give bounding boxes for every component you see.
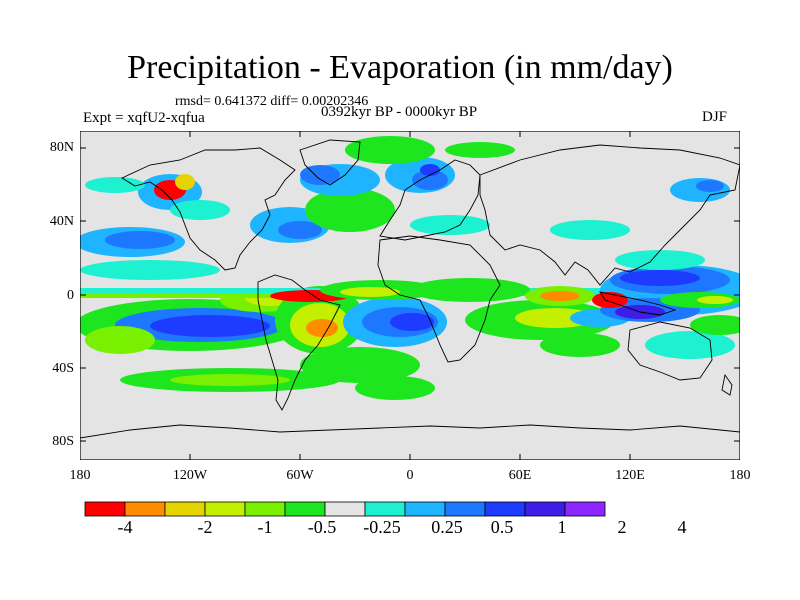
colorbar-label: 2: [617, 517, 627, 537]
y-tick-label: 40S: [52, 361, 74, 376]
colorbar-label: 4: [677, 517, 687, 537]
colorbar-box: [444, 501, 486, 517]
colorbar-box: [204, 501, 246, 517]
coastline-north-america: [121, 147, 296, 271]
colorbar-label: -2: [197, 517, 213, 537]
coastline-australia: [627, 321, 713, 381]
y-tick-label: 80S: [52, 434, 74, 449]
x-tick-label: 120W: [172, 468, 208, 483]
x-tick-label: 120E: [615, 468, 645, 483]
northern-storm-track-field: [80, 136, 730, 280]
map-panel: [80, 131, 740, 460]
colorbar-box: [284, 501, 326, 517]
coastline-maritime-continent: [599, 291, 677, 316]
colorbar-label: 1: [557, 517, 567, 537]
x-tick-label: 60E: [508, 468, 532, 483]
colorbar-label: -0.25: [363, 517, 401, 537]
colorbar-label: -4: [117, 517, 133, 537]
coastline-new-zealand: [721, 373, 733, 396]
x-tick-label: 60W: [286, 468, 314, 483]
season-label: DJF: [702, 109, 728, 125]
coastline-greenland: [299, 139, 361, 186]
colorbar-box: [324, 501, 366, 517]
plot-title: Precipitation - Evaporation (in mm/day): [127, 49, 673, 86]
colorbar-box: [84, 501, 126, 517]
colorbar-label: 0.25: [431, 517, 463, 537]
colorbar-label: -0.5: [307, 517, 337, 537]
period-label: 0392kyr BP - 0000kyr BP: [321, 104, 478, 120]
colorbar-box: [524, 501, 566, 517]
coastline-antarctica: [80, 424, 740, 439]
rmsd-diff-stats: rmsd= 0.641372 diff= 0.00202346: [175, 94, 369, 109]
colorbar-box: [164, 501, 206, 517]
colorbar-label: -1: [257, 517, 273, 537]
y-tick-label: 40N: [49, 214, 74, 229]
x-tick-label: 0: [406, 468, 414, 483]
coastline-asia: [479, 144, 740, 286]
colorbar-box: [484, 501, 526, 517]
colorbar: [84, 501, 606, 517]
coastline-africa: [377, 235, 501, 363]
coastline-europe: [379, 159, 481, 241]
experiment-label: Expt = xqfU2-xqfua: [83, 110, 205, 126]
colorbar-box: [564, 501, 606, 517]
colorbar-label: 0.5: [490, 517, 514, 537]
colorbar-box: [404, 501, 446, 517]
axis-ticks: [80, 131, 740, 460]
x-tick-label: 180: [729, 468, 751, 483]
colorbar-box: [124, 501, 166, 517]
coastlines: [80, 139, 740, 439]
colorbar-box: [364, 501, 406, 517]
y-tick-label: 0: [67, 288, 74, 303]
x-tick-label: 180: [69, 468, 91, 483]
y-tick-label: 80N: [49, 140, 74, 155]
colorbar-box: [244, 501, 286, 517]
coastline-south-america: [257, 274, 341, 411]
indian-ocean-field: [465, 300, 740, 359]
